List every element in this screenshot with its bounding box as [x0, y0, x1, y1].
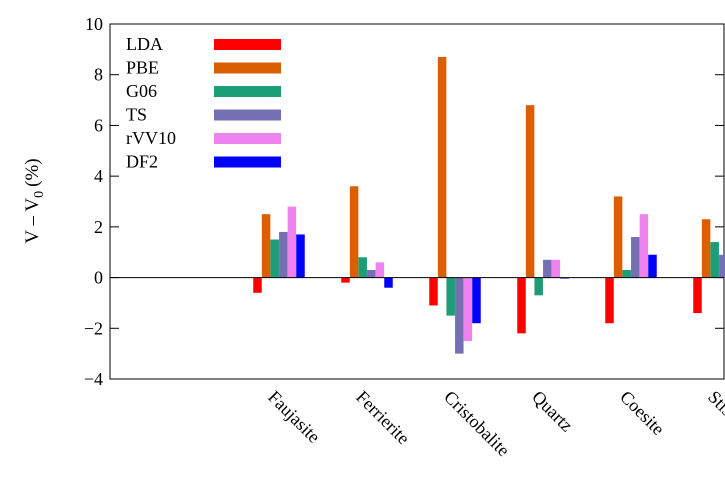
- y-tick-label: −4: [84, 369, 103, 389]
- bar-df2-ferrierite: [384, 277, 393, 288]
- bar-rvv10-cristobalite: [463, 277, 473, 341]
- x-tick-label-cristobalite: Cristobalite: [440, 387, 514, 461]
- legend-swatch-rvv10: [214, 133, 281, 144]
- bar-rvv10-quartz: [551, 259, 561, 278]
- x-tick-label-stishovite: Stishovite: [704, 387, 725, 452]
- y-axis-label: V – V0 (%): [22, 158, 47, 243]
- bar-g06-faujasite: [270, 239, 279, 278]
- bar-lda-coesite: [605, 277, 614, 324]
- bar-ts-cristobalite: [455, 277, 464, 354]
- x-tick-label-coesite: Coesite: [616, 387, 668, 439]
- y-tick-label: 4: [94, 166, 103, 186]
- legend: LDA PBE G06 TS rVV10 DF2: [126, 34, 281, 172]
- bar-ts-coesite: [631, 237, 640, 278]
- bar-df2-coesite: [648, 254, 657, 278]
- bar-lda-stishovite: [693, 277, 702, 314]
- x-axis-labels: Faujasite Ferrierite Cristobalite Quartz Coe…: [264, 387, 725, 461]
- legend-label-rvv10: rVV10: [126, 128, 176, 148]
- bar-lda-quartz: [517, 277, 526, 334]
- y-tick-label: 2: [94, 217, 103, 237]
- legend-swatch-lda: [214, 39, 281, 50]
- x-tick-label-quartz: Quartz: [528, 387, 577, 436]
- bar-pbe-coesite: [613, 196, 623, 278]
- legend-label-g06: G06: [126, 81, 157, 101]
- legend-label-ts: TS: [126, 105, 147, 125]
- bar-lda-faujasite: [253, 277, 262, 293]
- bar-g06-quartz: [534, 277, 543, 296]
- bars-group: [253, 56, 725, 354]
- y-tick-label: −2: [84, 318, 103, 338]
- y-axis: −4 −2 0 2 4 6 8 10: [84, 14, 724, 389]
- bar-ts-quartz: [543, 259, 552, 278]
- bar-pbe-ferrierite: [349, 186, 359, 278]
- bar-pbe-stishovite: [701, 219, 711, 278]
- bar-pbe-quartz: [525, 105, 535, 278]
- bar-df2-cristobalite: [472, 277, 481, 324]
- bar-g06-ferrierite: [358, 257, 367, 278]
- legend-swatch-pbe: [214, 62, 281, 74]
- legend-swatch-df2: [214, 156, 281, 168]
- bar-pbe-cristobalite: [437, 56, 447, 278]
- bar-pbe-faujasite: [261, 214, 271, 278]
- y-tick-label: 0: [94, 268, 103, 288]
- bar-g06-cristobalite: [446, 277, 455, 316]
- bar-rvv10-ferrierite: [375, 262, 385, 278]
- bar-ts-faujasite: [279, 231, 288, 278]
- legend-label-pbe: PBE: [126, 58, 159, 78]
- y-axis-label-subscript: 0: [32, 191, 47, 198]
- y-tick-label: 10: [85, 14, 103, 34]
- bar-g06-stishovite: [710, 242, 719, 278]
- legend-label-lda: LDA: [126, 34, 163, 54]
- bar-g06-coesite: [622, 269, 631, 278]
- bar-lda-ferrierite: [341, 277, 350, 283]
- y-tick-label: 6: [94, 115, 103, 135]
- x-tick-label-faujasite: Faujasite: [264, 387, 324, 447]
- x-tick-label-ferrierite: Ferrierite: [352, 387, 414, 449]
- y-tick-label: 8: [94, 65, 103, 85]
- bar-lda-cristobalite: [429, 277, 438, 306]
- legend-swatch-ts: [214, 109, 281, 121]
- bar-df2-faujasite: [296, 234, 305, 278]
- y-axis-label-main: V – V: [22, 198, 43, 244]
- plot-frame: [109, 23, 725, 380]
- legend-label-df2: DF2: [126, 152, 158, 172]
- y-axis-label-unit: (%): [22, 158, 43, 186]
- bar-rvv10-coesite: [639, 214, 649, 278]
- legend-swatch-g06: [214, 86, 281, 97]
- bar-ts-stishovite: [719, 254, 725, 278]
- bar-ts-ferrierite: [367, 269, 376, 278]
- bar-rvv10-faujasite: [287, 206, 297, 278]
